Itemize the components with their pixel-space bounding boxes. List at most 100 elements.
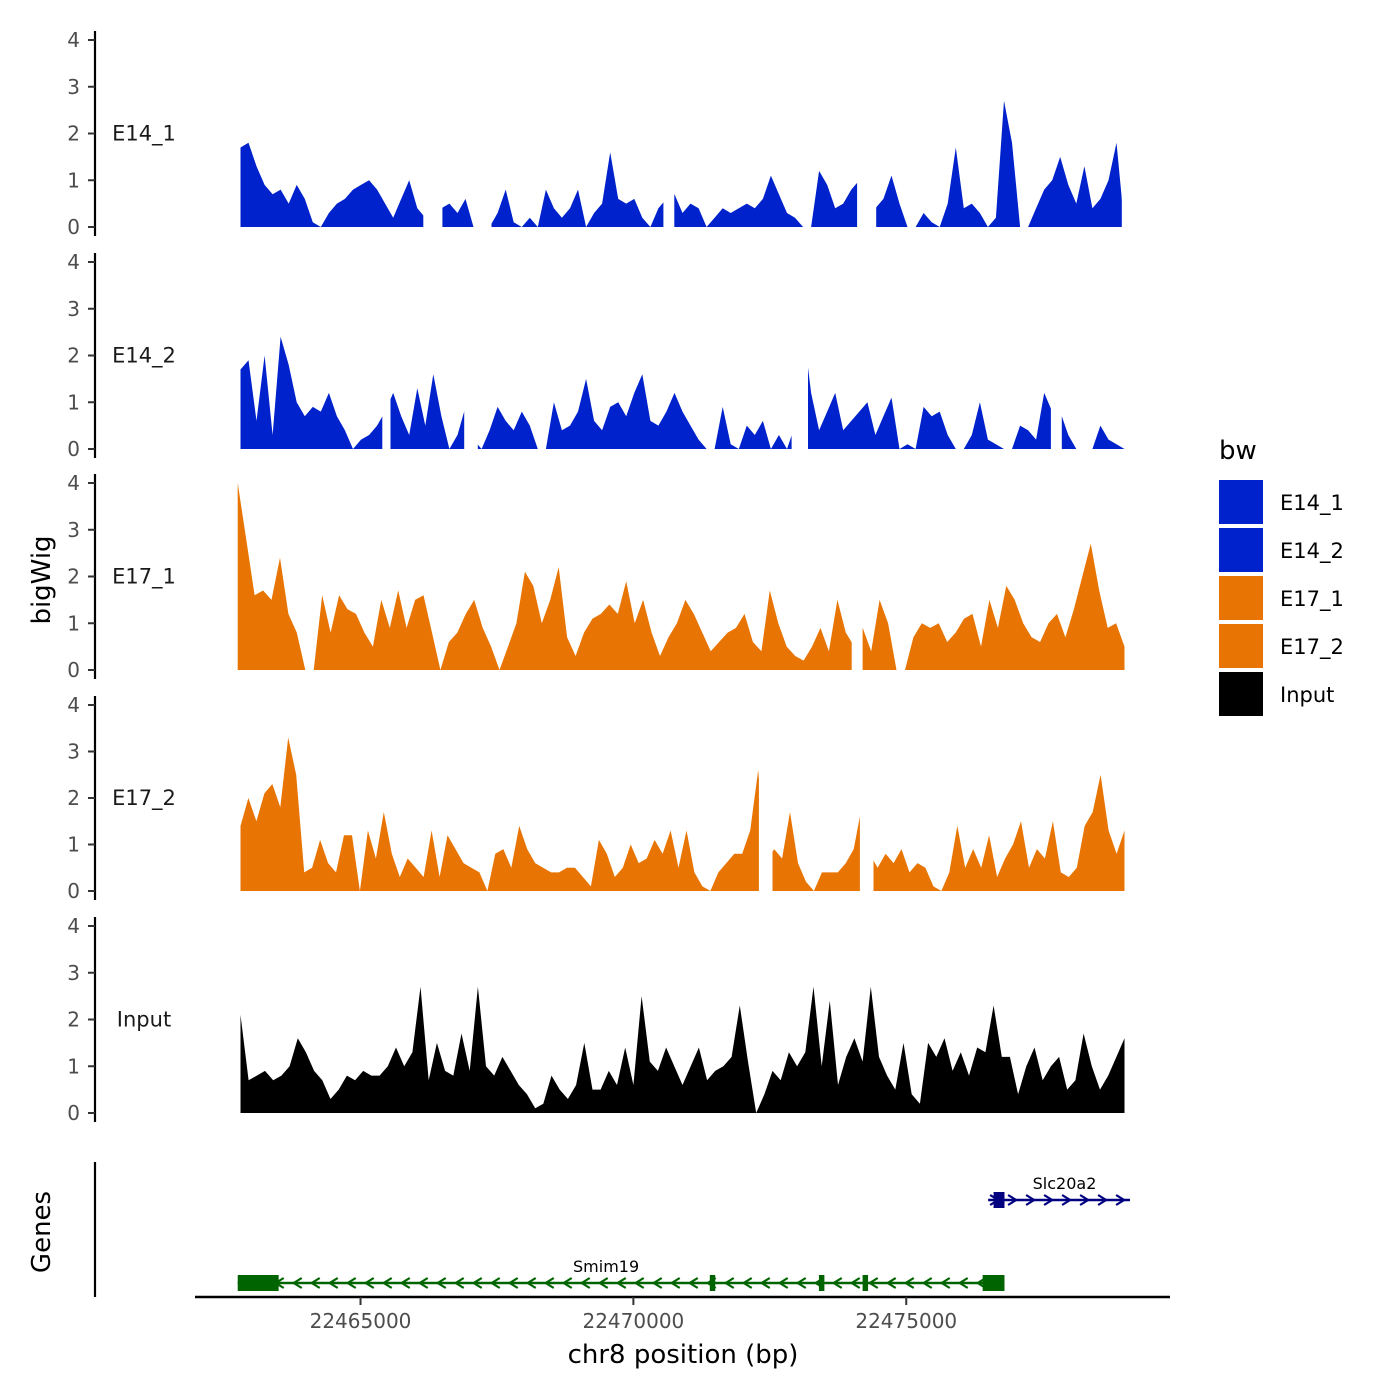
- y-tick-label: 0: [67, 879, 80, 903]
- y-tick-label: 3: [67, 297, 80, 321]
- track-E14_1: 0 1 2 3 4 E14_1: [67, 28, 1125, 239]
- strand-chevron: [759, 1277, 771, 1289]
- y-tick-label: 1: [67, 1054, 80, 1078]
- strand-chevron: [633, 1277, 645, 1289]
- y-tick-label: 2: [67, 786, 80, 810]
- genes-axis-title: Genes: [27, 1191, 57, 1273]
- legend-swatch: [1219, 480, 1263, 524]
- track-label: E17_2: [112, 786, 176, 811]
- y-tick-label: 4: [67, 250, 80, 274]
- strand-chevron: [885, 1277, 897, 1289]
- exon: [993, 1192, 1005, 1208]
- strand-chevron: [291, 1277, 303, 1289]
- y-tick-label: 4: [67, 471, 80, 495]
- track-label: E17_1: [112, 565, 176, 590]
- y-tick-label: 2: [67, 1008, 80, 1032]
- gene-track: Slc20a2 Smim19: [93, 1162, 1130, 1297]
- signal-area: [237, 483, 1125, 670]
- exon: [818, 1275, 825, 1291]
- coverage-gap: [1121, 38, 1125, 228]
- y-tick-label: 3: [67, 75, 80, 99]
- x-axis-title: chr8 position (bp): [568, 1340, 799, 1370]
- strand-chevron: [867, 1277, 879, 1289]
- strand-chevron: [363, 1277, 375, 1289]
- strand-chevron: [1079, 1194, 1091, 1206]
- gene-Slc20a2: Slc20a2: [988, 1174, 1130, 1208]
- strand-chevron: [543, 1277, 555, 1289]
- strand-chevron: [507, 1277, 519, 1289]
- strand-chevron: [903, 1277, 915, 1289]
- legend-item: E14_2: [1219, 528, 1344, 572]
- strand-chevron: [597, 1277, 609, 1289]
- y-tick-label: 0: [67, 658, 80, 682]
- strand-chevron: [651, 1277, 663, 1289]
- coverage-gap: [480, 38, 492, 228]
- signal-area: [240, 986, 1125, 1113]
- gene-Smim19: Smim19: [237, 1257, 1005, 1291]
- strand-chevron: [849, 1277, 861, 1289]
- exon: [709, 1275, 716, 1291]
- gene-label: Slc20a2: [1033, 1174, 1097, 1193]
- y-tick-label: 0: [67, 215, 80, 239]
- strand-chevron: [615, 1277, 627, 1289]
- y-tick-label: 4: [67, 914, 80, 938]
- strand-chevron: [579, 1277, 591, 1289]
- strand-chevron: [345, 1277, 357, 1289]
- y-tick-label: 2: [67, 344, 80, 368]
- exon: [982, 1275, 1005, 1291]
- strand-chevron: [1007, 1194, 1019, 1206]
- strand-chevron: [327, 1277, 339, 1289]
- gene-label: Smim19: [573, 1257, 639, 1276]
- legend-label: E17_1: [1280, 587, 1344, 612]
- track-E14_2: 0 1 2 3 4 E14_2: [67, 250, 1125, 461]
- coverage-gap: [791, 260, 808, 450]
- strand-chevron: [435, 1277, 447, 1289]
- y-tick-label: 1: [67, 168, 80, 192]
- y-tick-label: 4: [67, 28, 80, 52]
- strand-chevron: [1115, 1194, 1127, 1206]
- signal-tracks: 0 1 2 3 4 E14_1 0 1 2 3 4 E14_2 0 1 2 3 4 E17_1 0 1 2 3 4 E17_2…: [67, 28, 1125, 1125]
- y-tick-label: 1: [67, 390, 80, 414]
- y-tick-label: 1: [67, 833, 80, 857]
- track-label: E14_1: [112, 122, 176, 147]
- strand-chevron: [939, 1277, 951, 1289]
- signal-area: [240, 100, 1125, 227]
- strand-chevron: [831, 1277, 843, 1289]
- y-tick-label: 3: [67, 518, 80, 542]
- legend-swatch: [1219, 672, 1263, 716]
- track-label: Input: [117, 1008, 171, 1032]
- x-tick-label: 22470000: [582, 1309, 684, 1333]
- legend-item: Input: [1219, 672, 1334, 716]
- y-tick-label: 2: [67, 122, 80, 146]
- legend-item: E17_1: [1219, 576, 1344, 620]
- coverage-gap: [663, 38, 675, 228]
- x-axis: 22465000 22470000 22475000: [195, 1295, 1170, 1333]
- legend-swatch: [1219, 528, 1263, 572]
- coverage-gap: [464, 260, 478, 450]
- strand-chevron: [489, 1277, 501, 1289]
- y-tick-label: 2: [67, 565, 80, 589]
- y-tick-label: 3: [67, 740, 80, 764]
- strand-chevron: [525, 1277, 537, 1289]
- strand-chevron: [1043, 1194, 1055, 1206]
- legend-item: E14_1: [1219, 480, 1344, 524]
- exon: [862, 1275, 869, 1291]
- coverage-gap: [857, 38, 877, 228]
- legend-label: E17_2: [1280, 635, 1344, 660]
- strand-chevron: [309, 1277, 321, 1289]
- strand-chevron: [1097, 1194, 1109, 1206]
- y-tick-label: 3: [67, 961, 80, 985]
- strand-chevron: [399, 1277, 411, 1289]
- legend: bw E14_1 E14_2 E17_1 E17_2 Input: [1219, 436, 1344, 716]
- strand-chevron: [921, 1277, 933, 1289]
- strand-chevron: [417, 1277, 429, 1289]
- track-label: E14_2: [112, 344, 176, 369]
- signal-area: [240, 327, 1125, 449]
- legend-swatch: [1219, 624, 1263, 668]
- coverage-gap: [758, 703, 773, 892]
- track-E17_2: 0 1 2 3 4 E17_2: [67, 693, 1125, 903]
- legend-label: E14_1: [1280, 491, 1344, 516]
- strand-chevron: [687, 1277, 699, 1289]
- legend-title: bw: [1219, 436, 1257, 466]
